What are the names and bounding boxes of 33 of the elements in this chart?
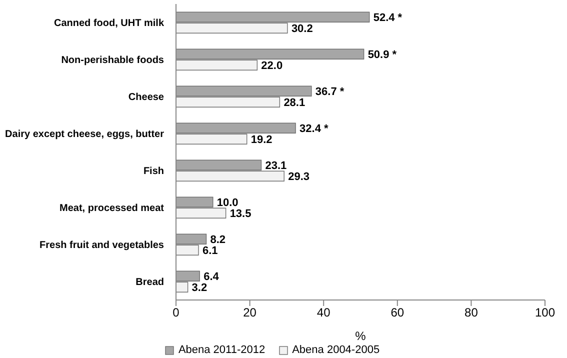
x-tick-label: 100 [534,306,556,320]
data-label: 29.3 [288,170,310,183]
data-label: 23.1 [265,160,287,172]
x-tick-label: 40 [316,306,331,320]
y-tick-label: Fresh fruit and vegetables [40,240,164,251]
x-tick-label: 80 [464,306,478,320]
legend-label: Abena 2004-2005 [292,344,380,356]
data-label: 19.2 [250,134,272,146]
y-tick-label: Canned food, UHT milk [54,18,164,29]
data-label: 22.0 [261,60,283,72]
data-label: 28.1 [284,96,306,109]
data-label: 3.2 [192,282,208,294]
data-label: 6.4 [204,270,220,283]
x-tick-label: 0 [172,306,180,320]
data-label: 6.1 [202,244,218,257]
legend-label: Abena 2011-2012 [178,344,266,356]
data-label: 13.5 [230,208,252,220]
x-tick-label: 20 [243,306,257,320]
data-label: 32.4 * [300,122,330,135]
data-label: 10.0 [216,196,238,209]
y-tick-label: Bread [136,277,164,288]
data-label: 50.9 * [368,48,398,61]
y-tick-label: Non-perishable foods [61,55,164,66]
y-tick-label: Cheese [128,92,164,103]
y-tick-label: Dairy except cheese, eggs, butter [5,129,164,140]
data-label: 36.7 * [315,86,345,98]
data-label: 30.2 [291,22,313,35]
y-tick-label: Meat, processed meat [60,203,165,214]
y-tick-label: Fish [143,166,164,177]
data-label: 8.2 [210,234,226,246]
x-axis-title: % [355,329,366,343]
data-label: 52.4 * [373,12,403,24]
x-tick-label: 60 [390,306,404,320]
